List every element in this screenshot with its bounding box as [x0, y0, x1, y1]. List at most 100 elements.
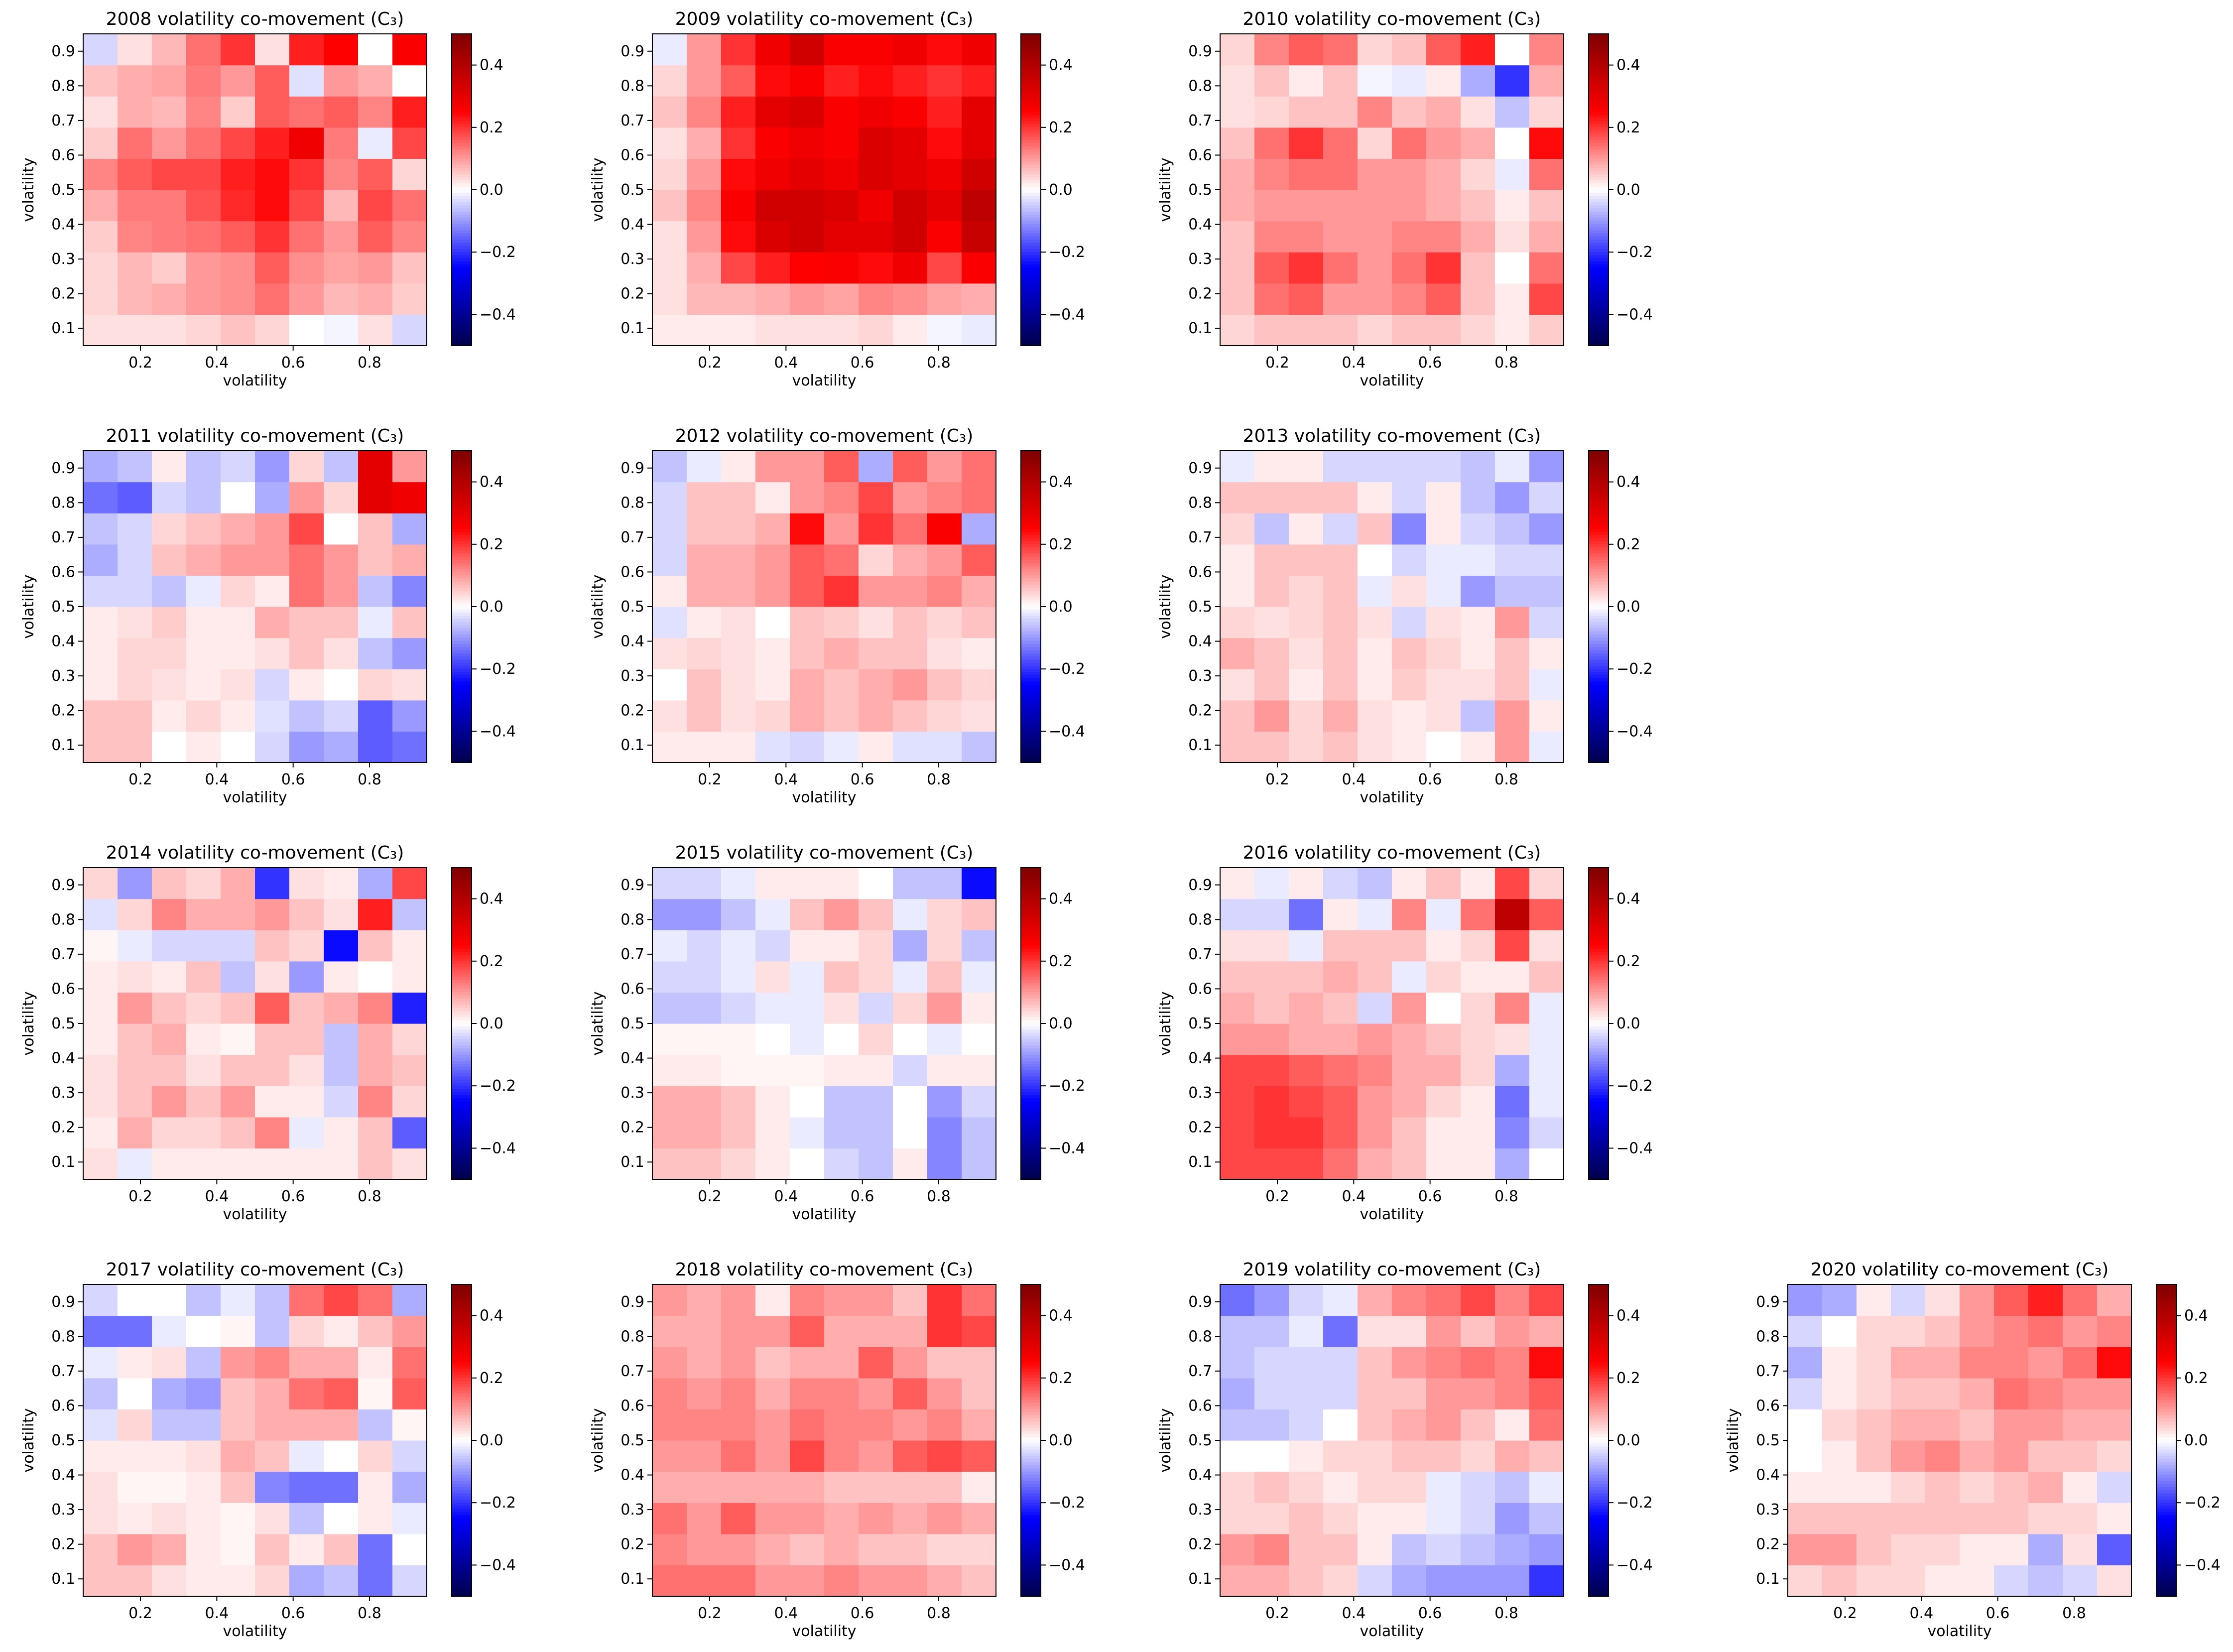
x-tick-label: 0.2	[128, 1188, 152, 1205]
colorbar-segment	[452, 703, 472, 707]
heatmap-cell	[1323, 283, 1358, 315]
heatmap-cell	[1358, 1054, 1392, 1086]
heatmap-cell	[1289, 637, 1324, 669]
colorbar-segment	[1589, 1089, 1609, 1093]
x-tick-label: 0.8	[2062, 1605, 2086, 1622]
heatmap-cell	[687, 1023, 722, 1055]
colorbar-segment	[1021, 1390, 1041, 1394]
heatmap-cell	[1358, 992, 1392, 1024]
heatmap-cell	[1994, 1284, 2029, 1316]
colorbar-segment	[1021, 55, 1041, 59]
heatmap-cell	[1254, 1533, 1289, 1565]
heatmap-cell	[824, 158, 859, 190]
colorbar-segment	[1589, 706, 1609, 710]
heatmap-cell	[1220, 1440, 1255, 1472]
heatmap-cell	[1220, 669, 1255, 701]
heatmap-cell	[652, 1347, 687, 1379]
colorbar-segment	[1021, 336, 1041, 340]
y-tick-label: 0.4	[1188, 1467, 1212, 1484]
colorbar-segment	[1021, 753, 1041, 757]
heatmap-cell	[358, 700, 393, 732]
heatmap-cell	[289, 1503, 324, 1534]
heatmap-cell	[392, 1117, 427, 1148]
heatmap-cell	[893, 190, 928, 222]
colorbar-tick-label: −0.4	[480, 306, 516, 323]
colorbar-segment	[1589, 572, 1609, 576]
colorbar-segment	[452, 274, 472, 278]
heatmap-cell	[1529, 34, 1564, 66]
heatmap-cell	[1925, 1471, 1960, 1503]
colorbar-segment	[1021, 215, 1041, 219]
colorbar-segment	[1021, 102, 1041, 106]
heatmap-cell	[152, 868, 187, 899]
colorbar-segment	[1021, 488, 1041, 492]
colorbar-segment	[1021, 1546, 1041, 1550]
heatmap-cell	[392, 1054, 427, 1086]
colorbar-segment	[1021, 1114, 1041, 1118]
colorbar-segment	[452, 1293, 472, 1297]
colorbar-segment	[2156, 1409, 2176, 1413]
heatmap-cell	[186, 731, 221, 763]
colorbar-segment	[1589, 127, 1609, 131]
y-tick-label: 0.6	[620, 146, 644, 164]
heatmap-cell	[927, 1533, 962, 1565]
colorbar-segment	[452, 883, 472, 887]
colorbar-segment	[1589, 1431, 1609, 1435]
heatmap-cell	[1289, 669, 1324, 701]
colorbar-segment	[1589, 1328, 1609, 1332]
colorbar-segment	[452, 1525, 472, 1528]
heatmap-cell	[289, 544, 324, 576]
heatmap-cell	[255, 961, 290, 993]
colorbar-segment	[1021, 581, 1041, 585]
y-axis-label: volatility	[589, 991, 607, 1055]
heatmap-cell	[1220, 96, 1255, 128]
colorbar-segment	[1021, 314, 1041, 318]
heatmap-cell	[1254, 482, 1289, 513]
colorbar-segment	[1021, 1126, 1041, 1130]
colorbar-segment	[1589, 531, 1609, 535]
x-tick-label: 0.2	[128, 1605, 152, 1622]
heatmap-cell	[2097, 1440, 2132, 1472]
heatmap-cell	[755, 127, 790, 159]
colorbar-segment	[1021, 199, 1041, 203]
colorbar-segment	[452, 469, 472, 473]
heatmap-cell	[186, 1023, 221, 1055]
heatmap-cell	[1220, 1148, 1255, 1180]
colorbar-segment	[1589, 1418, 1609, 1422]
colorbar-segment	[1021, 970, 1041, 974]
colorbar-segment	[1589, 1176, 1609, 1180]
colorbar-segment	[1021, 961, 1041, 965]
heatmap-cell	[1323, 96, 1358, 128]
colorbar-segment	[452, 74, 472, 78]
colorbar-segment	[1589, 964, 1609, 968]
heatmap-cell	[1289, 575, 1324, 607]
heatmap-cell	[927, 731, 962, 763]
colorbar-segment	[1589, 1549, 1609, 1553]
colorbar-segment	[2156, 1427, 2176, 1432]
colorbar-segment	[1589, 211, 1609, 215]
colorbar-segment	[1021, 491, 1041, 495]
colorbar-segment	[1589, 59, 1609, 63]
heatmap-cell	[1323, 451, 1358, 483]
colorbar-segment	[1021, 681, 1041, 685]
colorbar-segment	[1589, 694, 1609, 698]
colorbar-segment	[1021, 218, 1041, 222]
colorbar-segment	[452, 725, 472, 729]
colorbar-segment	[1589, 277, 1609, 281]
heatmap-cell	[893, 451, 928, 483]
colorbar-segment	[2156, 1546, 2176, 1550]
colorbar-segment	[1589, 1493, 1609, 1497]
heatmap-cell	[927, 669, 962, 701]
colorbar-segment	[1589, 292, 1609, 296]
heatmap-cell	[1426, 868, 1461, 899]
colorbar-segment	[452, 1571, 472, 1575]
colorbar-segment	[1589, 52, 1609, 56]
heatmap-cell	[859, 1503, 893, 1534]
heatmap-cell	[721, 1315, 756, 1347]
colorbar-segment	[1589, 274, 1609, 278]
heatmap-cell	[824, 1503, 859, 1534]
heatmap-cell	[652, 1148, 687, 1180]
heatmap-cell	[755, 1471, 790, 1503]
heatmap-cell	[255, 544, 290, 576]
heatmap-cell	[186, 1378, 221, 1409]
